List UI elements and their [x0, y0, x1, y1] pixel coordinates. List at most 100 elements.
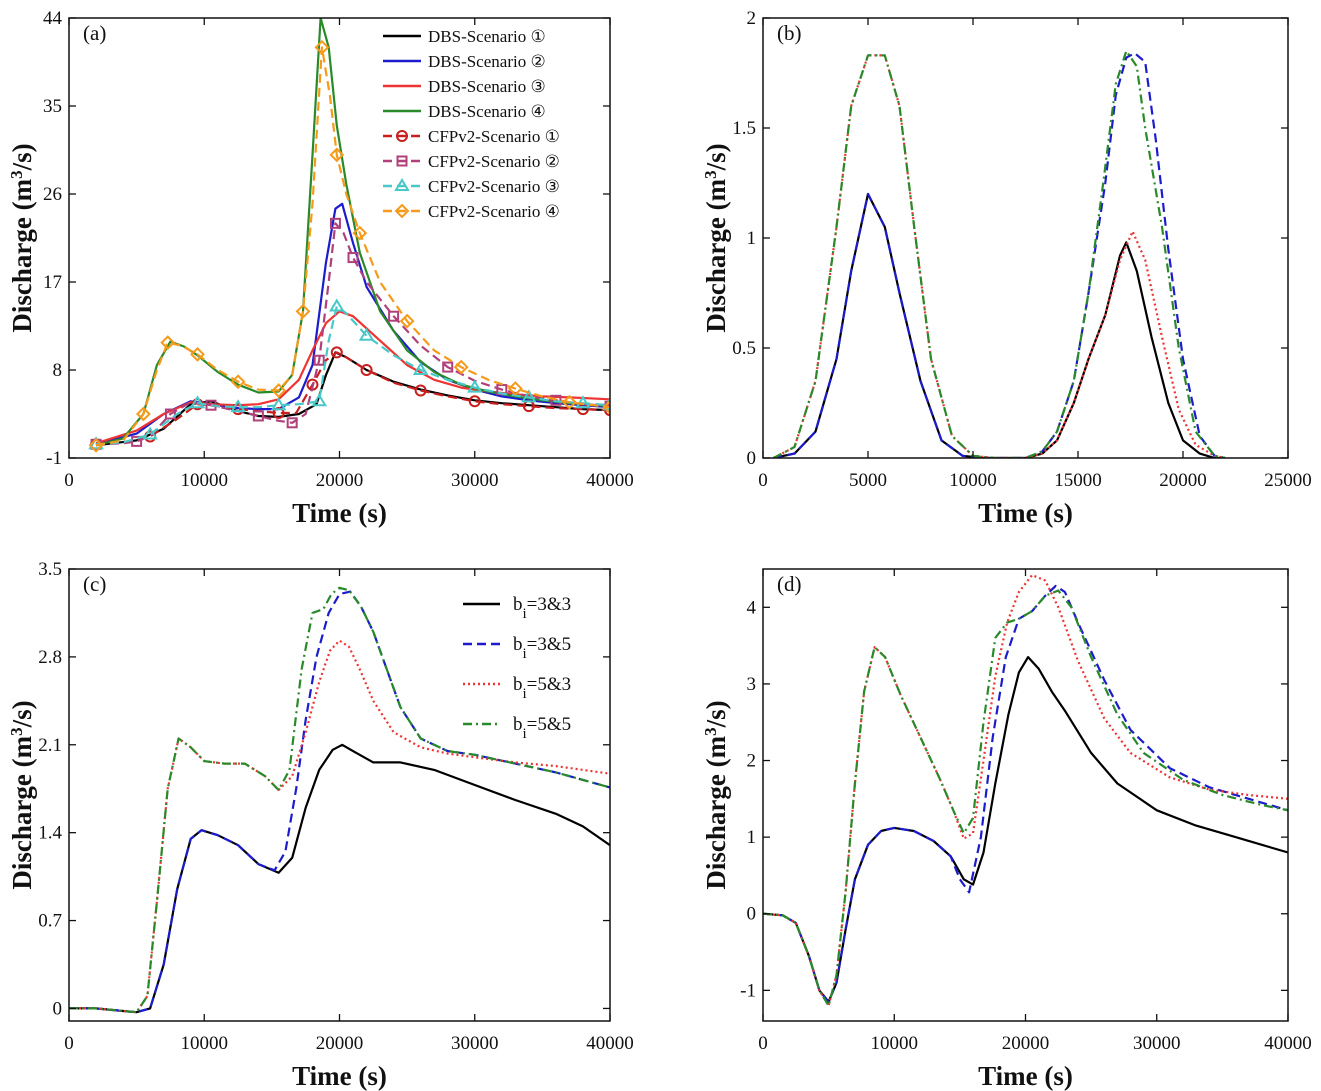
panel-label: (d)	[777, 572, 802, 596]
series-line	[69, 743, 610, 1014]
legend-entry: CFPv2-Scenario ④	[428, 202, 560, 221]
series-marker	[575, 395, 591, 409]
series-line	[763, 584, 1288, 1003]
legend-entry: DBS-Scenario ①	[428, 27, 546, 46]
x-tick-label: 30000	[451, 470, 499, 491]
series-marker	[142, 426, 158, 440]
legend-entry: DBS-Scenario ④	[428, 102, 546, 121]
x-tick-label: 0	[758, 1033, 768, 1054]
legend-marker	[396, 155, 408, 167]
plot-frame	[762, 17, 1289, 459]
y-axis-label-tail: /s)	[701, 700, 731, 728]
y-tick-label: 44	[43, 8, 63, 29]
series-marker	[550, 394, 562, 406]
series-marker	[602, 399, 610, 415]
series-marker	[190, 346, 205, 362]
series-marker	[330, 346, 343, 359]
y-axis-label-tail: /s)	[7, 143, 37, 171]
y-axis-label-sup: 3	[701, 727, 720, 736]
series-marker	[131, 435, 143, 447]
legend-marker	[394, 203, 410, 219]
series-line	[772, 49, 1226, 458]
series-marker	[311, 393, 327, 407]
y-axis-label-sup: 3	[701, 170, 720, 179]
y-tick-label: 35	[43, 96, 62, 117]
x-tick-label: 25000	[1264, 470, 1312, 491]
y-tick-label: 4	[747, 597, 757, 618]
x-tick-label: 0	[758, 470, 768, 491]
panel-c: 0 10000 20000 30000 40000 0 0.7 1.4 2.1 2.8 3.5 Tim…	[7, 559, 634, 1091]
series-marker	[160, 335, 176, 351]
legend-entry: DBS-Scenario ③	[428, 77, 546, 96]
y-tick-label: 3.5	[38, 559, 62, 580]
y-axis-label-tail: /s)	[7, 700, 37, 728]
legend-entry: CFPv2-Scenario ①	[428, 127, 560, 146]
series-marker	[252, 410, 264, 422]
x-tick-label: 10000	[949, 470, 997, 491]
x-tick-label: 30000	[451, 1033, 499, 1054]
legend-marker	[396, 130, 408, 142]
series-marker	[414, 384, 427, 397]
series-line	[95, 310, 610, 445]
legend-entry: CFPv2-Scenario ②	[428, 152, 560, 171]
series-group	[772, 49, 1226, 458]
y-tick-label: 1.4	[38, 823, 62, 844]
legend-entry-tail: =5&3	[527, 674, 572, 695]
series-line	[763, 574, 1288, 1007]
y-axis-label: Discharge (m3/s)	[701, 700, 732, 889]
series-group	[69, 586, 610, 1014]
series-line	[772, 54, 1226, 458]
x-tick-label: 10000	[181, 470, 229, 491]
series-line	[95, 222, 610, 446]
x-tick-label: 0	[64, 1033, 74, 1054]
legend-entry-sub: i	[523, 726, 527, 742]
y-tick-label: -1	[740, 980, 756, 1001]
x-tick-label: 40000	[1264, 1033, 1312, 1054]
series-marker	[135, 406, 151, 422]
legend-entry: DBS-Scenario ②	[428, 52, 546, 71]
x-tick-label: 10000	[181, 1033, 229, 1054]
series-marker	[329, 217, 341, 229]
y-axis-label-sup: 3	[7, 170, 26, 179]
series-marker	[272, 407, 285, 420]
x-axis-label: Time (s)	[978, 498, 1073, 528]
legend-entry-sub: i	[523, 606, 527, 622]
series-marker	[347, 252, 359, 264]
x-tick-label: 20000	[1159, 470, 1207, 491]
y-tick-label: 0	[53, 998, 63, 1019]
series-line	[773, 52, 1226, 458]
series-marker	[399, 313, 415, 329]
legend-entry: bi=3&5	[513, 634, 571, 662]
series-line	[763, 589, 1288, 1007]
x-tick-label: 20000	[316, 1033, 364, 1054]
series-marker	[360, 364, 373, 376]
series-marker	[164, 408, 176, 420]
x-tick-label: 5000	[849, 470, 887, 491]
legend-entry-tail: =5&5	[527, 714, 572, 735]
series-marker	[442, 361, 454, 373]
x-axis-label: Time (s)	[292, 1061, 387, 1091]
series-group	[763, 574, 1288, 1007]
panel-label: (a)	[83, 21, 106, 45]
series-marker	[230, 399, 246, 413]
series-marker	[189, 395, 206, 409]
series-line	[95, 46, 610, 447]
series-line	[69, 590, 610, 1014]
y-tick-label: 2.8	[38, 647, 62, 668]
y-axis-label: Discharge (m3/s)	[7, 143, 38, 332]
series-marker	[358, 327, 375, 341]
x-axis-label: Time (s)	[292, 498, 387, 528]
series-group	[88, 18, 610, 453]
legend-entry-tail: =3&3	[527, 594, 572, 615]
x-tick-label: 10000	[871, 1033, 919, 1054]
series-marker	[521, 389, 537, 403]
legend-entry-main: b	[513, 674, 523, 695]
y-tick-label: 3	[747, 674, 757, 695]
y-tick-label: 1	[747, 827, 757, 848]
y-axis-label: Discharge (m3/s)	[7, 700, 38, 889]
legend-entry: bi=5&5	[513, 714, 571, 742]
series-marker	[270, 397, 287, 411]
legend-entry-main: b	[513, 594, 523, 615]
series-marker	[329, 298, 345, 312]
